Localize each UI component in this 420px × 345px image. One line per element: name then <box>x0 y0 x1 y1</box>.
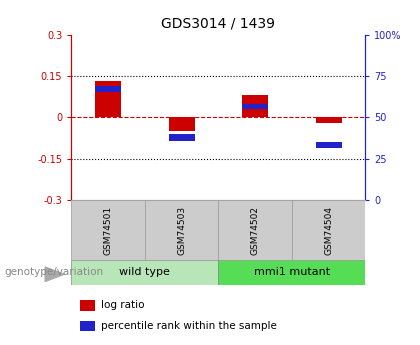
Text: GSM74502: GSM74502 <box>251 206 260 255</box>
Text: GSM74504: GSM74504 <box>324 206 333 255</box>
Text: log ratio: log ratio <box>101 300 144 310</box>
Bar <box>218 260 365 285</box>
Bar <box>71 260 218 285</box>
Bar <box>95 86 121 92</box>
Text: genotype/variation: genotype/variation <box>4 267 103 276</box>
Text: wild type: wild type <box>119 267 171 277</box>
Bar <box>242 104 268 109</box>
Text: GSM74501: GSM74501 <box>104 206 113 255</box>
Bar <box>95 81 121 117</box>
Bar <box>316 142 341 148</box>
Text: mmi1 mutant: mmi1 mutant <box>254 267 330 277</box>
Title: GDS3014 / 1439: GDS3014 / 1439 <box>161 17 276 31</box>
Text: GSM74503: GSM74503 <box>177 206 186 255</box>
Bar <box>169 117 194 131</box>
Bar <box>316 117 341 123</box>
Bar <box>218 200 292 260</box>
Bar <box>169 134 194 141</box>
Bar <box>292 200 365 260</box>
Bar <box>242 95 268 117</box>
Bar <box>145 200 218 260</box>
Bar <box>71 200 145 260</box>
Text: percentile rank within the sample: percentile rank within the sample <box>101 321 277 331</box>
Polygon shape <box>45 267 64 282</box>
